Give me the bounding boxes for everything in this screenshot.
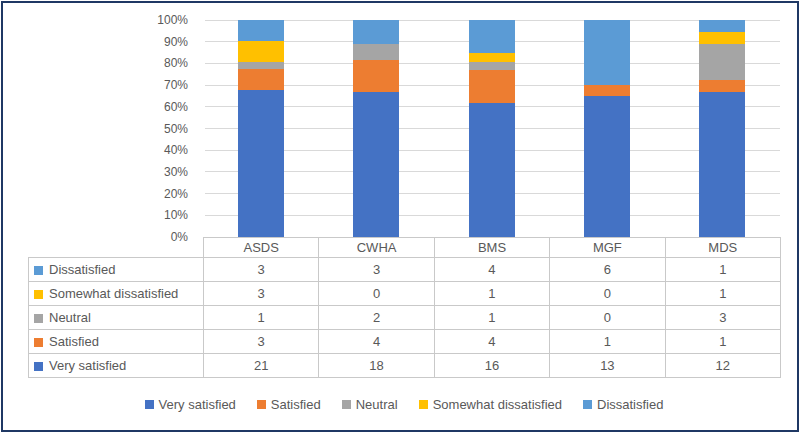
data-table: ASDSCWHABMSMGFMDSDissatisfied33461Somewh… [28, 237, 780, 378]
bar-segment-neutral [699, 44, 745, 80]
bar-segment-dissatisfied [584, 20, 630, 85]
row-label-cell: Dissatisfied [29, 258, 204, 282]
legend-label: Very satisfied [159, 397, 236, 412]
table-value-cell: 3 [665, 306, 780, 330]
bar-segment-neutral [469, 62, 515, 70]
bar-segment-dissatisfied [238, 20, 284, 41]
table-value-cell: 3 [319, 258, 434, 282]
legend-swatch-satisfied [257, 400, 266, 409]
table-value-cell: 3 [204, 258, 319, 282]
bar-segment-very-satisfied [469, 103, 515, 237]
row-label: Very satisfied [49, 358, 126, 373]
row-label: Neutral [49, 310, 91, 325]
bar-segment-satisfied [238, 69, 284, 90]
table-value-cell: 16 [434, 354, 549, 378]
table-corner-cell [29, 238, 204, 258]
table-row-very-satisfied: Very satisfied 2118161312 [29, 354, 781, 378]
legend-key-swatch-neutral [34, 314, 43, 323]
row-label-cell: Satisfied [29, 330, 204, 354]
bar-segment-very-satisfied [238, 90, 284, 237]
bar-segment-dissatisfied [353, 20, 399, 44]
legend-item-neutral: Neutral [342, 397, 398, 412]
bar-segment-dissatisfied [469, 20, 515, 53]
table-value-cell: 0 [319, 282, 434, 306]
table-value-cell: 1 [204, 306, 319, 330]
table-row-neutral: Neutral12103 [29, 306, 781, 330]
table-value-cell: 1 [665, 282, 780, 306]
stacked-bar-mds [699, 20, 745, 237]
bar-segment-dissatisfied [699, 20, 745, 32]
legend-key-swatch-satisfied [34, 338, 43, 347]
legend-swatch-very-satisfied [145, 400, 154, 409]
row-label-cell: Somewhat dissatisfied [29, 282, 204, 306]
table-header-cell-cwha: CWHA [319, 238, 434, 258]
row-label: Satisfied [49, 334, 99, 349]
table-value-cell: 4 [319, 330, 434, 354]
legend-item-satisfied: Satisfied [257, 397, 321, 412]
bar-segment-very-satisfied [584, 96, 630, 237]
table-value-cell: 1 [434, 282, 549, 306]
legend-label: Satisfied [271, 397, 321, 412]
legend-item-very-satisfied: Very satisfied [145, 397, 236, 412]
bar-segment-satisfied [353, 60, 399, 92]
table-value-cell: 1 [550, 330, 665, 354]
table-value-cell: 3 [204, 330, 319, 354]
table-value-cell: 3 [204, 282, 319, 306]
table-header-cell-asds: ASDS [204, 238, 319, 258]
row-label: Somewhat dissatisfied [49, 286, 178, 301]
table-value-cell: 12 [665, 354, 780, 378]
table-header-row: ASDSCWHABMSMGFMDS [29, 238, 781, 258]
legend-key-swatch-somewhat-dissatisfied [34, 290, 43, 299]
bar-segment-somewhat-dissatisfied [469, 53, 515, 61]
stacked-bar-cwha [353, 20, 399, 237]
table-value-cell: 0 [550, 306, 665, 330]
bars-layer [0, 0, 800, 260]
legend-key-swatch-dissatisfied [34, 266, 43, 275]
legend-key-swatch-very-satisfied [34, 362, 43, 371]
table-value-cell: 21 [204, 354, 319, 378]
table-row-somewhat-dissatisfied: Somewhat dissatisfied30101 [29, 282, 781, 306]
bar-segment-satisfied [699, 80, 745, 92]
table-header-cell-mds: MDS [665, 238, 780, 258]
bar-segment-very-satisfied [699, 92, 745, 237]
stacked-bar-bms [469, 20, 515, 237]
table-header-cell-mgf: MGF [550, 238, 665, 258]
stacked-bar-asds [238, 20, 284, 237]
bar-segment-somewhat-dissatisfied [699, 32, 745, 44]
table-row-dissatisfied: Dissatisfied33461 [29, 258, 781, 282]
legend-swatch-neutral [342, 400, 351, 409]
row-label-cell: Very satisfied [29, 354, 204, 378]
table-value-cell: 4 [434, 258, 549, 282]
chart-legend: Very satisfied Satisfied Neutral Somewhat d… [28, 395, 780, 413]
legend-swatch-dissatisfied [583, 400, 592, 409]
table-value-cell: 1 [665, 330, 780, 354]
table-value-cell: 2 [319, 306, 434, 330]
table-value-cell: 18 [319, 354, 434, 378]
bar-segment-very-satisfied [353, 92, 399, 237]
legend-item-somewhat-dissatisfied: Somewhat dissatisfied [419, 397, 562, 412]
row-label-cell: Neutral [29, 306, 204, 330]
legend-item-dissatisfied: Dissatisfied [583, 397, 663, 412]
bar-segment-somewhat-dissatisfied [238, 41, 284, 62]
legend-swatch-somewhat-dissatisfied [419, 400, 428, 409]
table-value-cell: 1 [665, 258, 780, 282]
bar-segment-neutral [238, 62, 284, 69]
legend-label: Neutral [356, 397, 398, 412]
table-value-cell: 4 [434, 330, 549, 354]
data-table-grid: ASDSCWHABMSMGFMDSDissatisfied33461Somewh… [28, 237, 781, 378]
legend-label: Somewhat dissatisfied [433, 397, 562, 412]
row-label: Dissatisfied [49, 262, 115, 277]
legend-label: Dissatisfied [597, 397, 663, 412]
bar-segment-neutral [353, 44, 399, 60]
table-value-cell: 0 [550, 282, 665, 306]
table-header-cell-bms: BMS [434, 238, 549, 258]
table-value-cell: 13 [550, 354, 665, 378]
table-value-cell: 1 [434, 306, 549, 330]
bar-segment-satisfied [584, 85, 630, 96]
table-row-satisfied: Satisfied34411 [29, 330, 781, 354]
satisfaction-survey-chart: 0%10%20%30%40%50%60%70%80%90%100% ASDSCW… [0, 0, 800, 433]
table-value-cell: 6 [550, 258, 665, 282]
bar-segment-satisfied [469, 70, 515, 103]
stacked-bar-mgf [584, 20, 630, 237]
